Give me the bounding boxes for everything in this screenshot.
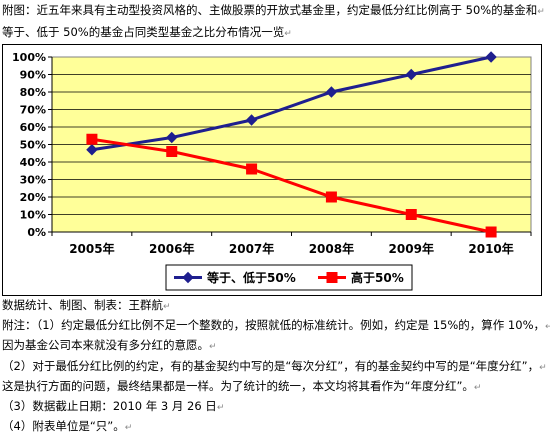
y-tick-label: 60%: [20, 121, 46, 134]
return-mark-icon: ↵: [163, 302, 171, 312]
y-tick-label: 10%: [20, 209, 46, 222]
notes-line-7-text: （4）附表单位是“只”。: [2, 419, 125, 434]
notes-line-6: （3）数据截止日期：2010 年 3 月 26 日↵: [2, 397, 550, 417]
x-tick-label: 2009年: [389, 241, 434, 256]
x-tick-label: 2006年: [149, 241, 194, 256]
return-mark-icon: ↵: [216, 403, 225, 414]
y-tick-label: 100%: [12, 51, 46, 64]
data-point-series-2: [485, 226, 497, 238]
notes-line-5: 这是执行方面的问题，最终结果都是一样。为了统计的统一，本文均将其看作为“年度分红…: [2, 377, 550, 397]
legend-swatch-marker: [326, 272, 338, 283]
notes-line-1-text: 数据统计、制图、制表：王群航: [2, 298, 163, 312]
y-tick-label: 90%: [20, 69, 46, 82]
x-tick-label: 2008年: [309, 241, 354, 256]
data-point-series-2: [405, 209, 417, 220]
return-mark-icon: ↵: [537, 7, 545, 17]
notes-line-4: （2）对于最低分红比例的约定，有的基金契约中写的是“每次分红”，有的基金契约中写…: [2, 357, 550, 377]
legend-swatch-marker: [182, 271, 194, 284]
notes-line-7: （4）附表单位是“只”。↵: [2, 417, 550, 437]
caption-line-2: 等于、低于 50%的基金占同类型基金之比分布情况一览↵: [2, 22, 548, 44]
x-tick-label: 2010年: [468, 241, 513, 256]
return-mark-icon: ↵: [209, 342, 217, 353]
caption-line-2-text: 等于、低于 50%的基金占同类型基金之比分布情况一览: [2, 25, 285, 39]
y-tick-label: 30%: [20, 174, 46, 187]
data-point-series-1: [405, 68, 417, 81]
data-point-series-2: [325, 191, 337, 203]
y-tick-label: 20%: [20, 191, 46, 204]
line-chart: 0% 10% 20% 30% 40% 50% 60% 70% 80% 90% 100% 2005年 20…: [12, 51, 532, 291]
return-mark-icon: ↵: [545, 322, 550, 333]
x-tick-label: 2007年: [229, 241, 274, 256]
notes-line-4-text: （2）对于最低分红比例的约定，有的基金契约中写的是“每次分红”，有的基金契约中写…: [2, 358, 540, 373]
return-mark-icon: ↵: [124, 423, 133, 434]
data-point-series-2: [246, 163, 258, 175]
data-point-series-2: [86, 133, 98, 145]
caption-line-1: 附图：近五年来具有主动型投资风格的、主做股票的开放式基金里，约定最低分红比例高于…: [2, 0, 548, 22]
return-mark-icon: ↵: [539, 362, 547, 373]
series-line-2: [91, 137, 492, 234]
y-tick-label: 40%: [20, 156, 46, 169]
y-tick-label: 0%: [27, 226, 46, 239]
legend-label: 高于50%: [351, 270, 404, 285]
notes-line-3: 因为基金公司本来就没有多分红的意愿。↵: [2, 336, 550, 356]
y-tick-label: 70%: [20, 104, 46, 117]
data-point-series-1: [86, 144, 98, 156]
chart-notes: 数据统计、制图、制表：王群航↵ 附注：（1）约定最低分红比例不足一个整数的，按照…: [2, 296, 550, 437]
notes-line-2: 附注：（1）约定最低分红比例不足一个整数的，按照就低的标准统计。例如，约定是 1…: [2, 316, 550, 336]
notes-line-2-text: 附注：（1）约定最低分红比例不足一个整数的，按照就低的标准统计。例如，约定是 1…: [2, 318, 545, 333]
figure-caption: 附图：近五年来具有主动型投资风格的、主做股票的开放式基金里，约定最低分红比例高于…: [2, 0, 548, 44]
y-tick-label: 50%: [20, 139, 46, 152]
return-mark-icon: ↵: [473, 382, 482, 393]
notes-line-1: 数据统计、制图、制表：王群航↵: [2, 296, 550, 316]
data-point-series-1: [325, 86, 338, 98]
data-point-series-1: [245, 114, 258, 126]
notes-line-6-text: （3）数据截止日期：2010 年 3 月 26 日: [2, 399, 217, 414]
data-point-series-1: [485, 51, 497, 63]
x-tick-label: 2005年: [69, 241, 114, 256]
data-point-series-2: [166, 146, 178, 157]
data-point-series-1: [166, 131, 178, 144]
legend-box: [165, 264, 413, 291]
caption-line-1-text: 附图：近五年来具有主动型投资风格的、主做股票的开放式基金里，约定最低分红比例高于…: [2, 3, 538, 17]
legend-label: 等于、低于50%: [206, 270, 296, 285]
y-tick-label: 80%: [20, 86, 46, 99]
series-line-1: [91, 55, 492, 152]
notes-line-5-text: 这是执行方面的问题，最终结果都是一样。为了统计的统一，本文均将其看作为“年度分红…: [2, 378, 474, 393]
notes-line-3-text: 因为基金公司本来就没有多分红的意愿。: [2, 338, 209, 353]
return-mark-icon: ↵: [284, 29, 292, 39]
chart-frame: 0% 10% 20% 30% 40% 50% 60% 70% 80% 90% 100% 2005年 20…: [2, 44, 542, 296]
